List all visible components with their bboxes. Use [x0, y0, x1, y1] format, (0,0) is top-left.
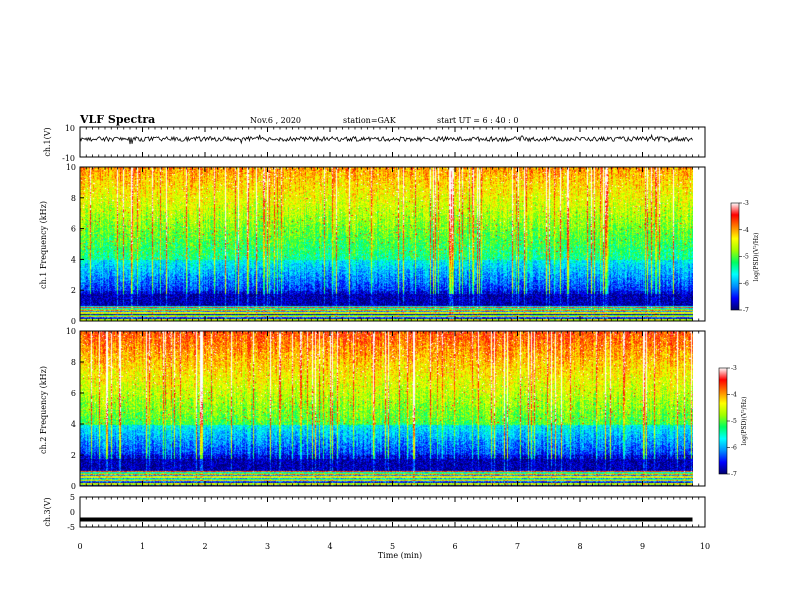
x-tick-label-6: 6 — [452, 542, 457, 551]
ch2-colorbar-label-2: -5 — [731, 418, 737, 425]
ch3-ytick-bottom: -5 — [67, 523, 75, 532]
ch1-ytick-top: 10 — [65, 124, 75, 133]
ch1-ytick-bottom: -10 — [62, 154, 75, 163]
ch2-spectrogram-panel: 0 2 4 6 8 10 ch.2 Frequency (kHz) — [39, 327, 706, 491]
ch1-colorbar-label-2: -5 — [743, 254, 749, 261]
ch3-ylabel: ch.3(V) — [43, 497, 52, 526]
x-tick-label-5: 5 — [390, 542, 395, 551]
ch2-spectrogram-heatmap — [80, 331, 693, 486]
ch2-colorbar-label-1: -4 — [731, 392, 737, 399]
ch2-spec-ytick-label-5: 10 — [66, 327, 76, 336]
ch1-spectrogram-panel: 0 2 4 6 8 10 ch.1 Frequency (kHz) — [39, 163, 706, 326]
ch2-colorbar-label-0: -3 — [731, 365, 737, 372]
x-tick-label-8: 8 — [577, 542, 582, 551]
ch2-colorbar-gradient — [719, 368, 727, 474]
ch2-spec-ytick-label-3: 6 — [71, 389, 76, 398]
ch3-ytick-mid: 0 — [70, 508, 75, 517]
x-tick-label-2: 2 — [202, 542, 207, 551]
ch1-colorbar-gradient — [731, 203, 739, 310]
start-time-label: start UT = 6 : 40 : 0 — [437, 116, 518, 125]
station-label: station=GAK — [343, 116, 397, 125]
ch1-waveform-line — [79, 133, 693, 145]
ch1-colorbar: -3 -4 -5 -6 -7 log(PSD)(V²/Hz) — [730, 200, 760, 314]
ch1-spec-ylabel: ch.1 Frequency (kHz) — [39, 201, 48, 289]
ch2-spec-ytick-label-1: 2 — [71, 451, 76, 460]
ch2-colorbar-label-3: -6 — [731, 445, 737, 452]
ch1-colorbar-label-4: -7 — [743, 307, 749, 314]
ch3-ytick-top: 5 — [70, 493, 75, 502]
ch2-spec-ytick-label-2: 4 — [71, 420, 76, 429]
ch2-colorbar: -3 -4 -5 -6 -7 log(PSD)(V²/Hz) — [718, 365, 748, 478]
ch2-spec-ytick-label-0: 0 — [71, 482, 76, 491]
ch2-colorbar-label-4: -7 — [731, 471, 737, 478]
x-tick-label-1: 1 — [140, 542, 145, 551]
x-tick-label-3: 3 — [265, 542, 270, 551]
x-tick-label-10: 10 — [700, 542, 710, 551]
ch1-colorbar-label-1: -4 — [743, 227, 749, 234]
ch1-spec-ytick-label-3: 6 — [71, 225, 76, 234]
ch1-colorbar-label-3: -6 — [743, 280, 749, 287]
ch1-spec-ytick-label-1: 2 — [71, 286, 76, 295]
ch1-colorbar-label: log(PSD)(V²/Hz) — [753, 233, 760, 282]
ch1-spectrogram-heatmap — [80, 167, 693, 321]
ch1-spec-ytick-label-0: 0 — [71, 317, 76, 326]
ch1-waveform-trace — [79, 133, 693, 145]
ch1-spec-ytick-label-2: 4 — [71, 255, 76, 264]
date-label: Nov.6 , 2020 — [250, 116, 301, 125]
ch2-spec-ytick-label-4: 8 — [71, 358, 76, 367]
x-axis-label: Time (min) — [378, 551, 422, 560]
x-tick-label-9: 9 — [640, 542, 645, 551]
x-tick-label-0: 0 — [77, 542, 82, 551]
ch1-spec-ytick-label-5: 10 — [66, 163, 76, 172]
ch1-spec-ytick-label-4: 8 — [71, 194, 76, 203]
figure-title: VLF Spectra — [79, 113, 155, 126]
ch1-colorbar-label-0: -3 — [743, 200, 749, 207]
ch1-ylabel: ch.1(V) — [43, 127, 52, 156]
ch2-spec-ylabel: ch.2 Frequency (kHz) — [39, 366, 48, 454]
x-tick-label-7: 7 — [515, 542, 520, 551]
x-tick-label-4: 4 — [327, 542, 332, 551]
ch2-colorbar-label: log(PSD)(V²/Hz) — [741, 397, 748, 446]
